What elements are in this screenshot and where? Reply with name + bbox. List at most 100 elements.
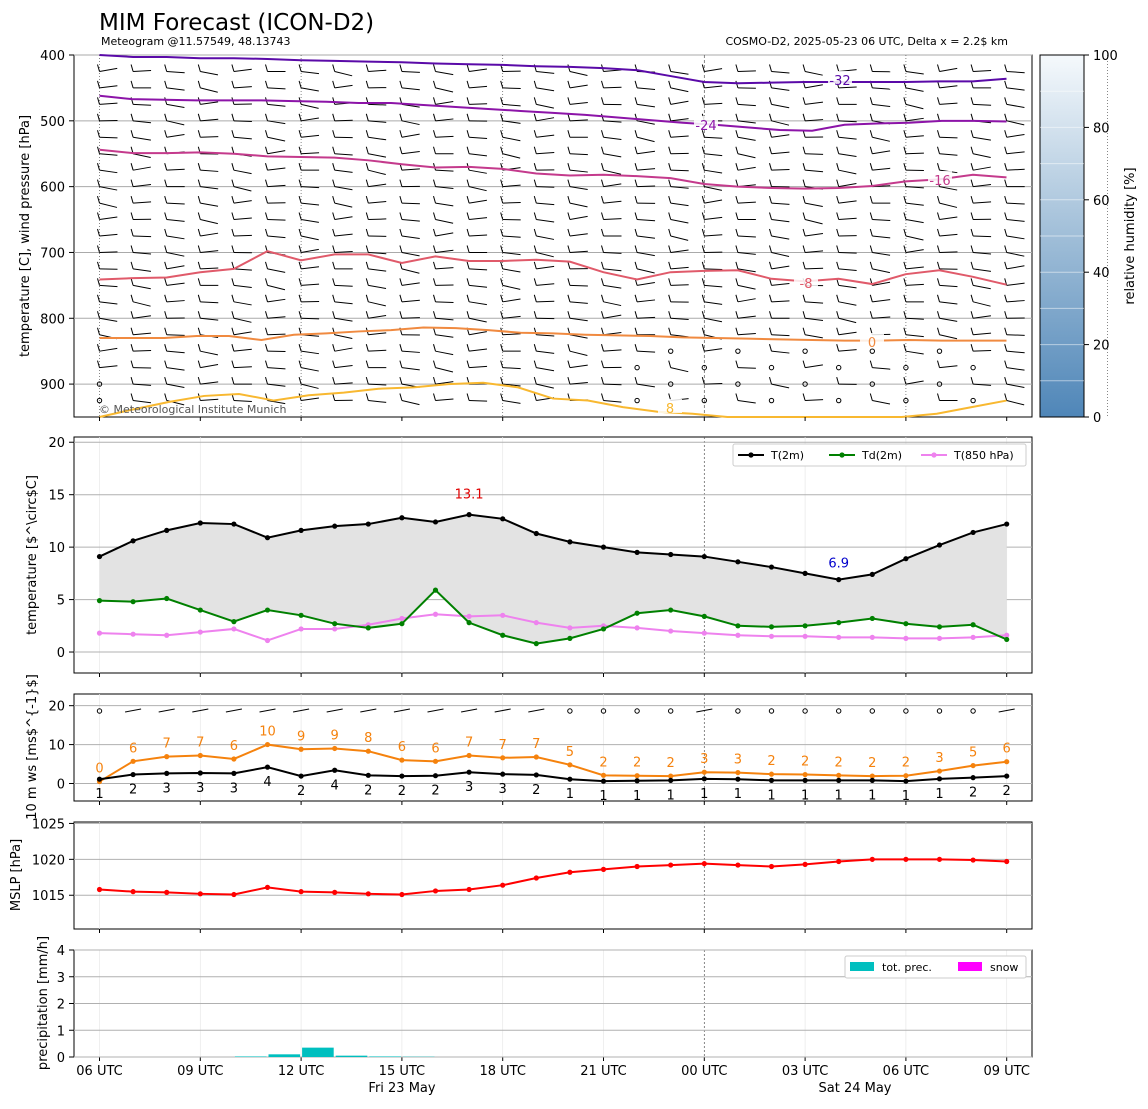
y-tick-label: 1020 (32, 853, 65, 868)
gust-value-label: 2 (767, 754, 775, 769)
wind-barb (402, 203, 420, 204)
y-tick-label: 800 (40, 312, 65, 327)
t850-point (702, 631, 707, 636)
chart-subtitle-right: COSMO-D2, 2025-05-23 06 UTC, Delta x = 2… (725, 35, 1008, 48)
gust-value-label: 2 (633, 756, 641, 771)
td2m-point (265, 607, 270, 612)
t850-point (433, 612, 438, 617)
mslp-point (735, 862, 740, 867)
wind-barb (738, 71, 756, 72)
wind-barb (100, 252, 118, 253)
mean-wind-point (668, 778, 673, 783)
x-tick-label: 09 UTC (983, 1064, 1029, 1079)
gust-point (836, 773, 841, 778)
gust-value-label: 3 (734, 753, 742, 768)
wind-barb (604, 384, 622, 385)
y-tick-label: 5 (57, 594, 65, 609)
mslp-point (836, 859, 841, 864)
max-temp-label: 13.1 (455, 488, 484, 503)
y-tick-label: 600 (40, 181, 65, 196)
gust-point (164, 754, 169, 759)
td2m-point (1004, 637, 1009, 642)
mean-wind-value-label: 1 (935, 787, 943, 802)
legend-label: snow (990, 961, 1018, 974)
mean-wind-point (769, 778, 774, 783)
wind-barb (940, 252, 958, 253)
wind-barb (368, 104, 386, 105)
mean-wind-value-label: 1 (902, 789, 910, 804)
wind-barb (805, 154, 823, 155)
mean-wind-value-label: 2 (969, 786, 977, 801)
t2m-point (500, 516, 505, 521)
gust-point (265, 742, 270, 747)
mean-wind-value-label: 1 (801, 788, 809, 803)
colorbar-tick-label: 0 (1093, 411, 1101, 426)
mean-wind-point (299, 773, 304, 778)
gust-point (567, 762, 572, 767)
mean-wind-value-label: 3 (163, 781, 171, 796)
gust-point (467, 753, 472, 758)
wind-barb (167, 335, 185, 336)
mean-wind-point (399, 773, 404, 778)
t2m-point (433, 519, 438, 524)
t850-point (567, 625, 572, 630)
wind-barb (973, 236, 991, 237)
legend-swatch (850, 962, 874, 971)
t2m-point (668, 552, 673, 557)
td2m-point (500, 633, 505, 638)
t850-point (467, 614, 472, 619)
mean-wind-point (265, 765, 270, 770)
x-tick-label: 15 UTC (379, 1064, 425, 1079)
y-tick-label: 20 (48, 700, 65, 715)
wind-barb (637, 186, 655, 187)
y-tick-label: 4 (57, 944, 65, 959)
gust-point (534, 754, 539, 759)
mean-wind-value-label: 1 (599, 789, 607, 804)
date-label-sat: Sat 24 May (819, 1081, 892, 1096)
t850-point (903, 636, 908, 641)
precipitation-bar (269, 1054, 301, 1057)
wind-barb (133, 236, 151, 237)
precipitation-bar (302, 1048, 334, 1057)
mean-wind-value-label: 3 (499, 782, 507, 797)
gust-point (366, 749, 371, 754)
mean-wind-value-label: 3 (196, 781, 204, 796)
wind-barb (268, 220, 286, 221)
gust-value-label: 6 (230, 739, 238, 754)
legend-swatch (958, 962, 982, 971)
t850-point (265, 638, 270, 643)
x-tick-label: 09 UTC (177, 1064, 223, 1079)
x-tick-label: 12 UTC (278, 1064, 324, 1079)
gust-value-label: 2 (599, 755, 607, 770)
gust-point (299, 747, 304, 752)
td2m-point (971, 622, 976, 627)
td2m-point (836, 620, 841, 625)
gust-value-label: 2 (667, 756, 675, 771)
t2m-point (870, 572, 875, 577)
mean-wind-point (601, 779, 606, 784)
mean-wind-value-label: 2 (297, 784, 305, 799)
t2m-point (265, 535, 270, 540)
temperature-ylabel: temperature [$^\circ$C] (25, 475, 40, 635)
td2m-point (937, 624, 942, 629)
mslp-point (198, 891, 203, 896)
td2m-point (601, 626, 606, 631)
td2m-point (97, 598, 102, 603)
isotherm-label: -32 (829, 74, 850, 89)
wind-barb (940, 137, 958, 138)
mslp-point (97, 887, 102, 892)
mean-wind-value-label: 2 (532, 783, 540, 798)
gust-value-label: 7 (532, 737, 540, 752)
t2m-point (366, 521, 371, 526)
gust-value-label: 2 (835, 755, 843, 770)
min-temp-label: 6.9 (828, 557, 849, 572)
mslp-point (937, 857, 942, 862)
x-tick-label: 06 UTC (76, 1064, 122, 1079)
gust-value-label: 3 (700, 752, 708, 767)
wind-ylabel: 10 m ws [ms$^{-1}$] (25, 674, 40, 820)
t2m-point (231, 521, 236, 526)
t2m-point (635, 550, 640, 555)
td2m-point (131, 599, 136, 604)
